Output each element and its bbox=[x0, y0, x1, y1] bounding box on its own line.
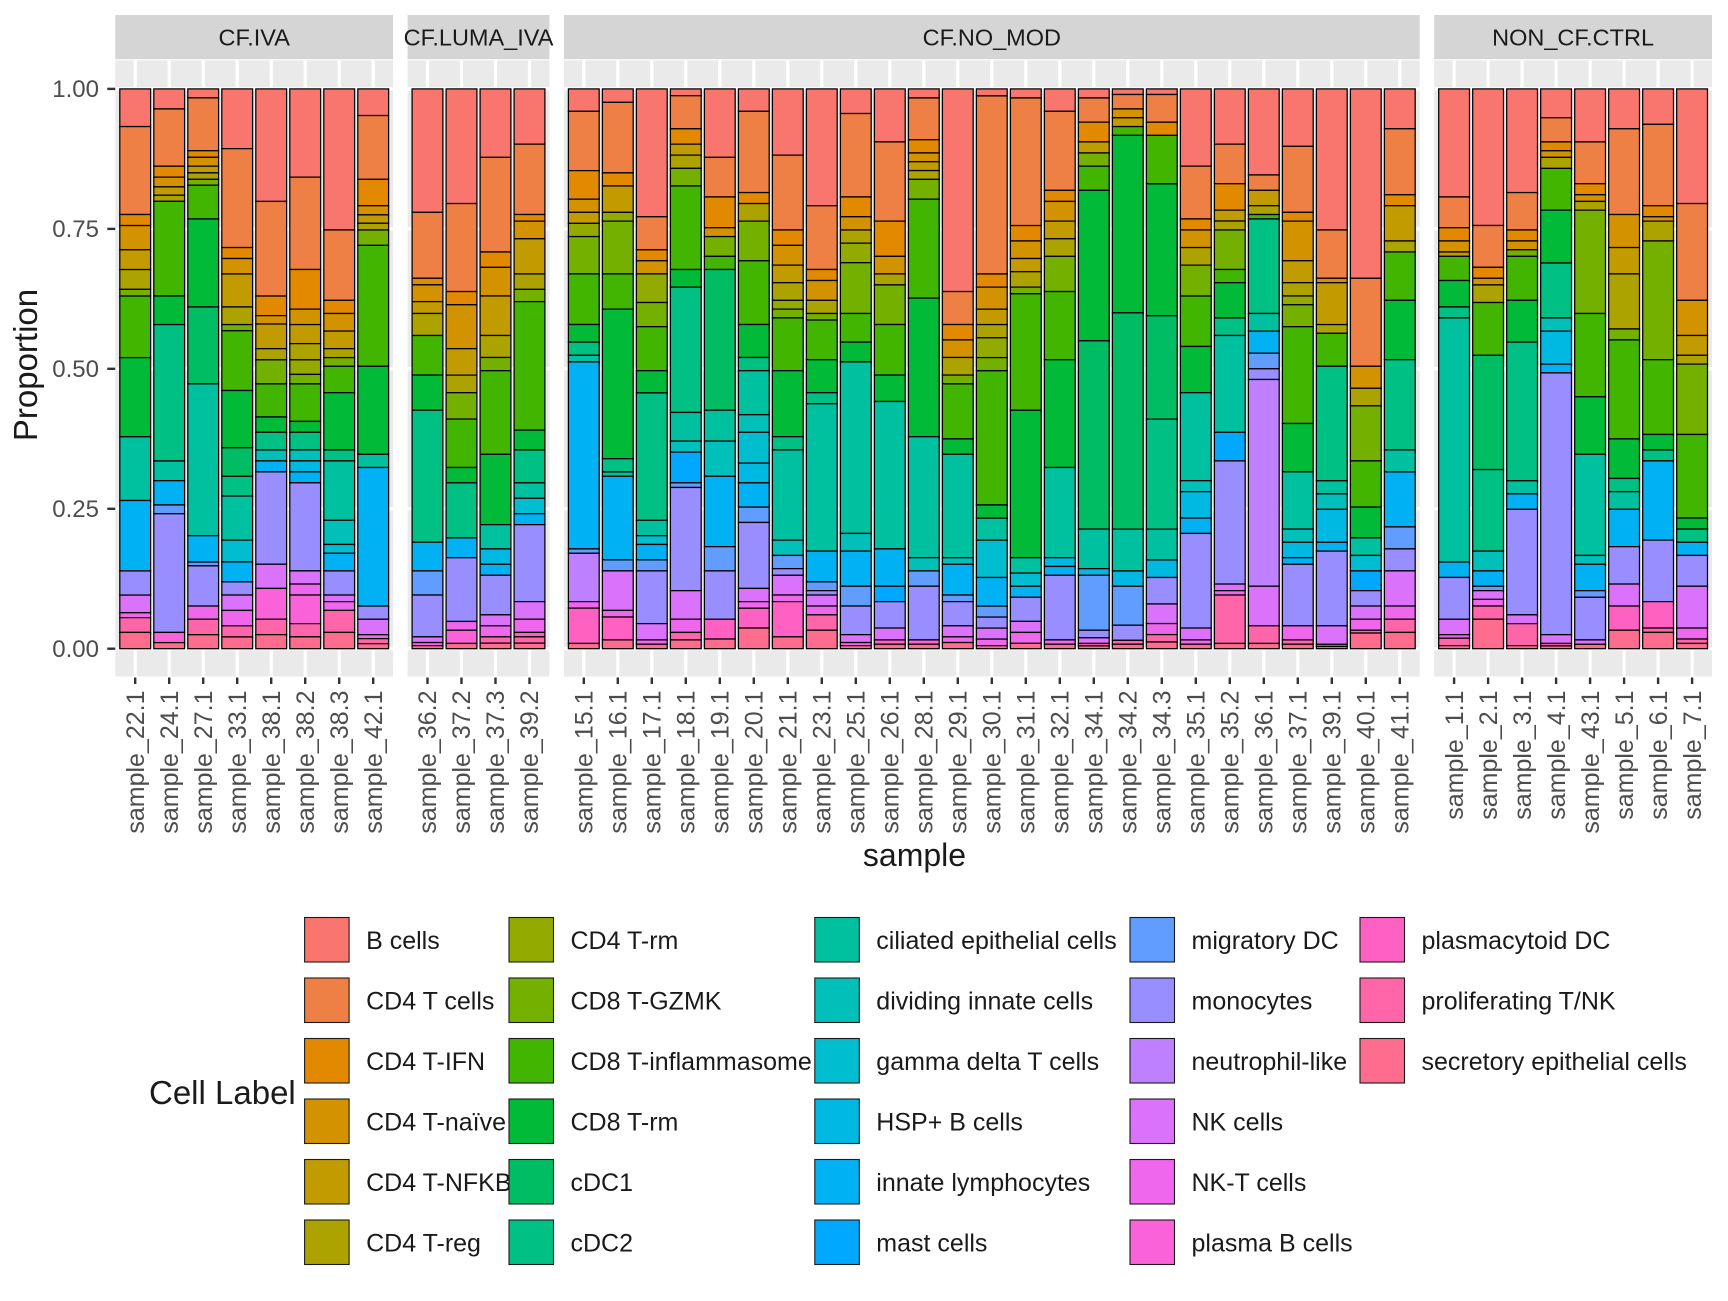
svg-text:sample_6.1: sample_6.1 bbox=[1645, 691, 1673, 820]
svg-text:secretory epithelial cells: secretory epithelial cells bbox=[1422, 1048, 1687, 1076]
svg-text:0.75: 0.75 bbox=[52, 216, 99, 243]
svg-text:CD4 T-NFKB: CD4 T-NFKB bbox=[366, 1169, 511, 1197]
svg-text:CD8 T-rm: CD8 T-rm bbox=[571, 1109, 679, 1137]
svg-text:sample_34.3: sample_34.3 bbox=[1149, 691, 1177, 834]
svg-text:HSP+ B cells: HSP+ B cells bbox=[876, 1109, 1023, 1137]
svg-text:sample_32.1: sample_32.1 bbox=[1047, 691, 1075, 834]
svg-text:sample_23.1: sample_23.1 bbox=[809, 691, 837, 834]
svg-text:sample_38.1: sample_38.1 bbox=[258, 691, 286, 834]
svg-text:Proportion: Proportion bbox=[7, 289, 44, 441]
svg-text:sample_37.3: sample_37.3 bbox=[482, 691, 510, 834]
svg-text:CD4 T-IFN: CD4 T-IFN bbox=[366, 1048, 485, 1076]
svg-text:dividing innate cells: dividing innate cells bbox=[876, 988, 1093, 1016]
svg-text:sample_19.1: sample_19.1 bbox=[707, 691, 735, 834]
svg-text:Cell Label: Cell Label bbox=[149, 1074, 296, 1111]
svg-text:sample_5.1: sample_5.1 bbox=[1611, 691, 1639, 820]
svg-text:sample_25.1: sample_25.1 bbox=[843, 691, 871, 834]
svg-text:sample_41.1: sample_41.1 bbox=[1387, 691, 1415, 834]
svg-text:sample_40.1: sample_40.1 bbox=[1353, 691, 1381, 834]
svg-text:sample_39.2: sample_39.2 bbox=[516, 691, 544, 834]
svg-text:sample_7.1: sample_7.1 bbox=[1679, 691, 1707, 820]
svg-text:sample_1.1: sample_1.1 bbox=[1441, 691, 1469, 820]
svg-text:0.25: 0.25 bbox=[52, 496, 99, 523]
svg-text:sample_34.2: sample_34.2 bbox=[1115, 691, 1143, 834]
svg-text:sample_38.3: sample_38.3 bbox=[326, 691, 354, 834]
svg-text:sample_36.2: sample_36.2 bbox=[414, 691, 442, 834]
svg-text:sample_17.1: sample_17.1 bbox=[639, 691, 667, 834]
svg-text:sample_35.1: sample_35.1 bbox=[1183, 691, 1211, 834]
svg-text:plasmacytoid DC: plasmacytoid DC bbox=[1422, 927, 1611, 955]
svg-text:0.00: 0.00 bbox=[52, 636, 99, 663]
svg-text:NON_CF.CTRL: NON_CF.CTRL bbox=[1492, 25, 1654, 51]
svg-text:sample: sample bbox=[863, 837, 966, 873]
svg-text:proliferating T/NK: proliferating T/NK bbox=[1422, 988, 1616, 1016]
svg-text:ciliated epithelial cells: ciliated epithelial cells bbox=[876, 927, 1116, 955]
svg-text:1.00: 1.00 bbox=[52, 76, 99, 103]
svg-text:CD8 T-inflammasome: CD8 T-inflammasome bbox=[571, 1048, 812, 1076]
svg-text:neutrophil-like: neutrophil-like bbox=[1192, 1048, 1348, 1076]
svg-text:sample_30.1: sample_30.1 bbox=[979, 691, 1007, 834]
svg-text:CD8 T-GZMK: CD8 T-GZMK bbox=[571, 988, 722, 1016]
svg-text:plasma B cells: plasma B cells bbox=[1192, 1230, 1353, 1258]
svg-text:sample_2.1: sample_2.1 bbox=[1475, 691, 1503, 820]
svg-text:sample_28.1: sample_28.1 bbox=[911, 691, 939, 834]
svg-text:sample_37.1: sample_37.1 bbox=[1285, 691, 1313, 834]
svg-text:CF.LUMA_IVA: CF.LUMA_IVA bbox=[404, 25, 554, 51]
svg-text:sample_24.1: sample_24.1 bbox=[156, 691, 184, 834]
svg-text:mast cells: mast cells bbox=[876, 1230, 987, 1258]
svg-text:sample_42.1: sample_42.1 bbox=[360, 691, 388, 834]
svg-text:NK cells: NK cells bbox=[1192, 1109, 1284, 1137]
svg-text:monocytes: monocytes bbox=[1192, 988, 1313, 1016]
svg-text:innate lymphocytes: innate lymphocytes bbox=[876, 1169, 1090, 1197]
svg-text:sample_18.1: sample_18.1 bbox=[673, 691, 701, 834]
svg-text:migratory DC: migratory DC bbox=[1192, 927, 1339, 955]
svg-text:sample_31.1: sample_31.1 bbox=[1013, 691, 1041, 834]
svg-text:CD4 T-reg: CD4 T-reg bbox=[366, 1230, 481, 1258]
svg-text:sample_36.1: sample_36.1 bbox=[1251, 691, 1279, 834]
svg-text:sample_20.1: sample_20.1 bbox=[741, 691, 769, 834]
svg-text:sample_26.1: sample_26.1 bbox=[877, 691, 905, 834]
svg-text:sample_43.1: sample_43.1 bbox=[1577, 691, 1605, 834]
svg-text:sample_3.1: sample_3.1 bbox=[1509, 691, 1537, 820]
svg-text:NK-T cells: NK-T cells bbox=[1192, 1169, 1307, 1197]
svg-text:cDC2: cDC2 bbox=[571, 1230, 634, 1258]
svg-text:sample_21.1: sample_21.1 bbox=[775, 691, 803, 834]
svg-text:sample_33.1: sample_33.1 bbox=[224, 691, 252, 834]
svg-text:CF.IVA: CF.IVA bbox=[219, 25, 291, 51]
svg-text:sample_34.1: sample_34.1 bbox=[1081, 691, 1109, 834]
svg-text:sample_15.1: sample_15.1 bbox=[571, 691, 599, 834]
svg-text:CD4 T-rm: CD4 T-rm bbox=[571, 927, 679, 955]
svg-text:sample_37.2: sample_37.2 bbox=[448, 691, 476, 834]
svg-text:sample_39.1: sample_39.1 bbox=[1319, 691, 1347, 834]
svg-text:sample_16.1: sample_16.1 bbox=[605, 691, 633, 834]
svg-text:sample_35.2: sample_35.2 bbox=[1217, 691, 1245, 834]
svg-text:gamma delta T cells: gamma delta T cells bbox=[876, 1048, 1099, 1076]
svg-text:sample_4.1: sample_4.1 bbox=[1543, 691, 1571, 820]
svg-text:sample_29.1: sample_29.1 bbox=[945, 691, 973, 834]
svg-text:sample_22.1: sample_22.1 bbox=[122, 691, 150, 834]
svg-text:B cells: B cells bbox=[366, 927, 440, 955]
svg-text:sample_27.1: sample_27.1 bbox=[190, 691, 218, 834]
svg-text:CD4 T cells: CD4 T cells bbox=[366, 988, 494, 1016]
svg-text:CF.NO_MOD: CF.NO_MOD bbox=[923, 25, 1061, 51]
svg-text:cDC1: cDC1 bbox=[571, 1169, 634, 1197]
svg-text:sample_38.2: sample_38.2 bbox=[292, 691, 320, 834]
svg-text:CD4 T-naïve: CD4 T-naïve bbox=[366, 1109, 506, 1137]
svg-text:0.50: 0.50 bbox=[52, 356, 99, 383]
